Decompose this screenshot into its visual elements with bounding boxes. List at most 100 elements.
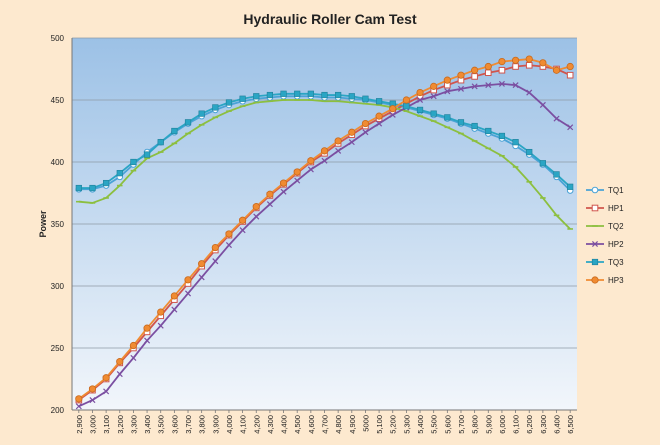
series-hp2-point <box>526 89 533 96</box>
series-tq3-point <box>212 104 219 111</box>
x-tick-label: 5,800 <box>471 415 480 434</box>
series-hp3-point <box>348 128 356 136</box>
series-hp2-point <box>444 88 451 95</box>
y-tick-label: 300 <box>51 282 65 291</box>
series-hp3-point <box>539 59 547 67</box>
series-tq3-point <box>89 184 96 192</box>
series-hp2-point <box>553 115 560 122</box>
series-hp2-point <box>75 403 82 410</box>
series-hp3-point <box>239 216 247 224</box>
series-tq3-point <box>512 139 519 146</box>
x-tick-label: 4,100 <box>239 415 248 434</box>
series-hp3-point <box>102 374 110 382</box>
series-tq3-point <box>143 151 151 158</box>
series-hp3-point <box>129 341 138 350</box>
series-hp2-point <box>485 82 492 89</box>
y-axis: 200 250 300 350 400 450 500 <box>51 34 73 415</box>
series-hp2-point <box>417 96 424 104</box>
series-tq3 <box>75 90 574 192</box>
x-tick-label: 6,100 <box>512 415 521 434</box>
series-hp2-point <box>539 101 546 108</box>
x-tick-label: 4,600 <box>307 415 316 434</box>
series-tq3-point <box>103 179 110 187</box>
series-tq3-point <box>485 127 492 135</box>
series-hp3-point <box>143 324 151 332</box>
series-hp3-point <box>471 66 479 74</box>
series-hp3-point <box>375 112 383 120</box>
series-tq3-point <box>184 119 192 126</box>
series-hp3-point <box>361 119 370 128</box>
legend-item-tq1: TQ1 <box>586 186 624 195</box>
series-hp2-point <box>225 242 232 249</box>
series-hp2-point <box>498 80 505 87</box>
legend-label: TQ3 <box>608 258 624 267</box>
series-tq3-point <box>553 171 560 178</box>
series-tq3-point <box>294 90 301 97</box>
series-hp2-point <box>198 274 205 281</box>
series-hp2-point <box>389 111 396 118</box>
y-tick-label: 450 <box>51 96 65 105</box>
series-hp3-point <box>484 62 492 71</box>
series-hp1-point <box>566 71 574 79</box>
series-hp3-point <box>389 105 397 113</box>
series-hp3-point <box>75 395 83 403</box>
x-tick-label: 4,500 <box>293 415 302 434</box>
series-hp2-point <box>362 129 369 136</box>
series-hp3-point <box>552 66 561 74</box>
legend-item-hp2: HP2 <box>586 240 624 249</box>
series-hp2-point <box>348 139 355 146</box>
series-hp3-point <box>116 358 124 366</box>
series-tq3-point <box>225 99 233 106</box>
x-tick-label: 4,900 <box>348 415 357 434</box>
series-hp2-point <box>116 371 123 378</box>
series-tq3-point <box>348 93 355 100</box>
series-hp3-point <box>416 88 424 97</box>
x-tick-label: 6,200 <box>525 415 534 434</box>
series-layer <box>75 55 574 410</box>
legend-item-hp3: HP3 <box>586 276 624 285</box>
series-tq3-point <box>526 148 533 156</box>
x-tick-label: 5,700 <box>457 415 466 434</box>
series-tq3-point <box>375 98 383 105</box>
x-tick-label: 3,300 <box>129 415 138 434</box>
x-tick-label: 3,500 <box>157 415 166 434</box>
legend-label: TQ1 <box>608 186 624 195</box>
series-tq3-point <box>130 158 137 166</box>
chart-title: Hydraulic Roller Cam Test <box>243 11 417 27</box>
legend-item-tq2: TQ2 <box>586 222 624 231</box>
series-hp3-point <box>170 292 178 300</box>
series-hp2-point <box>144 337 151 344</box>
series-hp2-point <box>307 166 314 173</box>
series-hp2-point <box>212 258 219 265</box>
y-tick-label: 500 <box>51 34 65 43</box>
series-hp2-point <box>430 93 437 100</box>
x-tick-label: 5,400 <box>416 415 425 434</box>
series-tq3-point <box>539 160 546 167</box>
series-hp1-point <box>525 61 533 69</box>
legend-label: HP1 <box>608 204 624 213</box>
legend: TQ1 HP1 TQ2 HP2 TQ3 HP3 <box>586 186 624 285</box>
x-tick-label: 4,700 <box>321 415 330 434</box>
series-hp3-point <box>498 57 506 66</box>
legend-swatch-marker <box>591 258 599 266</box>
series-hp3-point <box>293 168 301 176</box>
x-tick-label: 6,000 <box>498 415 507 434</box>
x-tick-label: 3,800 <box>198 415 207 434</box>
series-tq3-point <box>239 95 246 102</box>
series-tq3-point <box>198 110 205 117</box>
x-tick-label: 3,100 <box>102 415 111 434</box>
x-tick-label: 4,400 <box>280 415 289 434</box>
series-hp3-point <box>279 179 288 187</box>
series-tq3-point <box>403 103 410 110</box>
series-hp2-point <box>266 201 273 208</box>
series-tq3-point <box>498 132 506 140</box>
series-tq3-point <box>307 90 314 97</box>
series-hp3-point <box>457 71 465 79</box>
series-hp3-point <box>511 56 520 64</box>
legend-item-tq3: TQ3 <box>586 258 624 267</box>
series-tq3-point <box>116 170 123 177</box>
series-hp2-point <box>567 124 574 131</box>
series-hp3-point <box>402 96 410 104</box>
series-hp2-point <box>89 397 96 404</box>
series-tq3-point <box>567 183 574 190</box>
